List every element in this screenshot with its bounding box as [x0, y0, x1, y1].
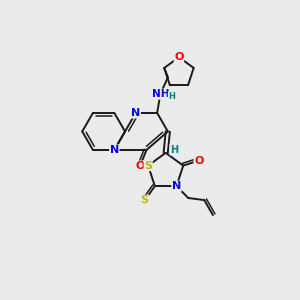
Text: S: S	[141, 195, 149, 205]
Text: H: H	[170, 145, 178, 155]
Text: O: O	[135, 161, 145, 171]
Text: N: N	[131, 108, 140, 118]
Text: H: H	[168, 92, 175, 101]
Text: O: O	[194, 155, 203, 166]
Text: NH: NH	[152, 89, 169, 99]
Text: O: O	[174, 52, 184, 62]
Text: N: N	[172, 181, 181, 191]
Text: S: S	[144, 160, 152, 171]
Text: N: N	[110, 145, 119, 155]
